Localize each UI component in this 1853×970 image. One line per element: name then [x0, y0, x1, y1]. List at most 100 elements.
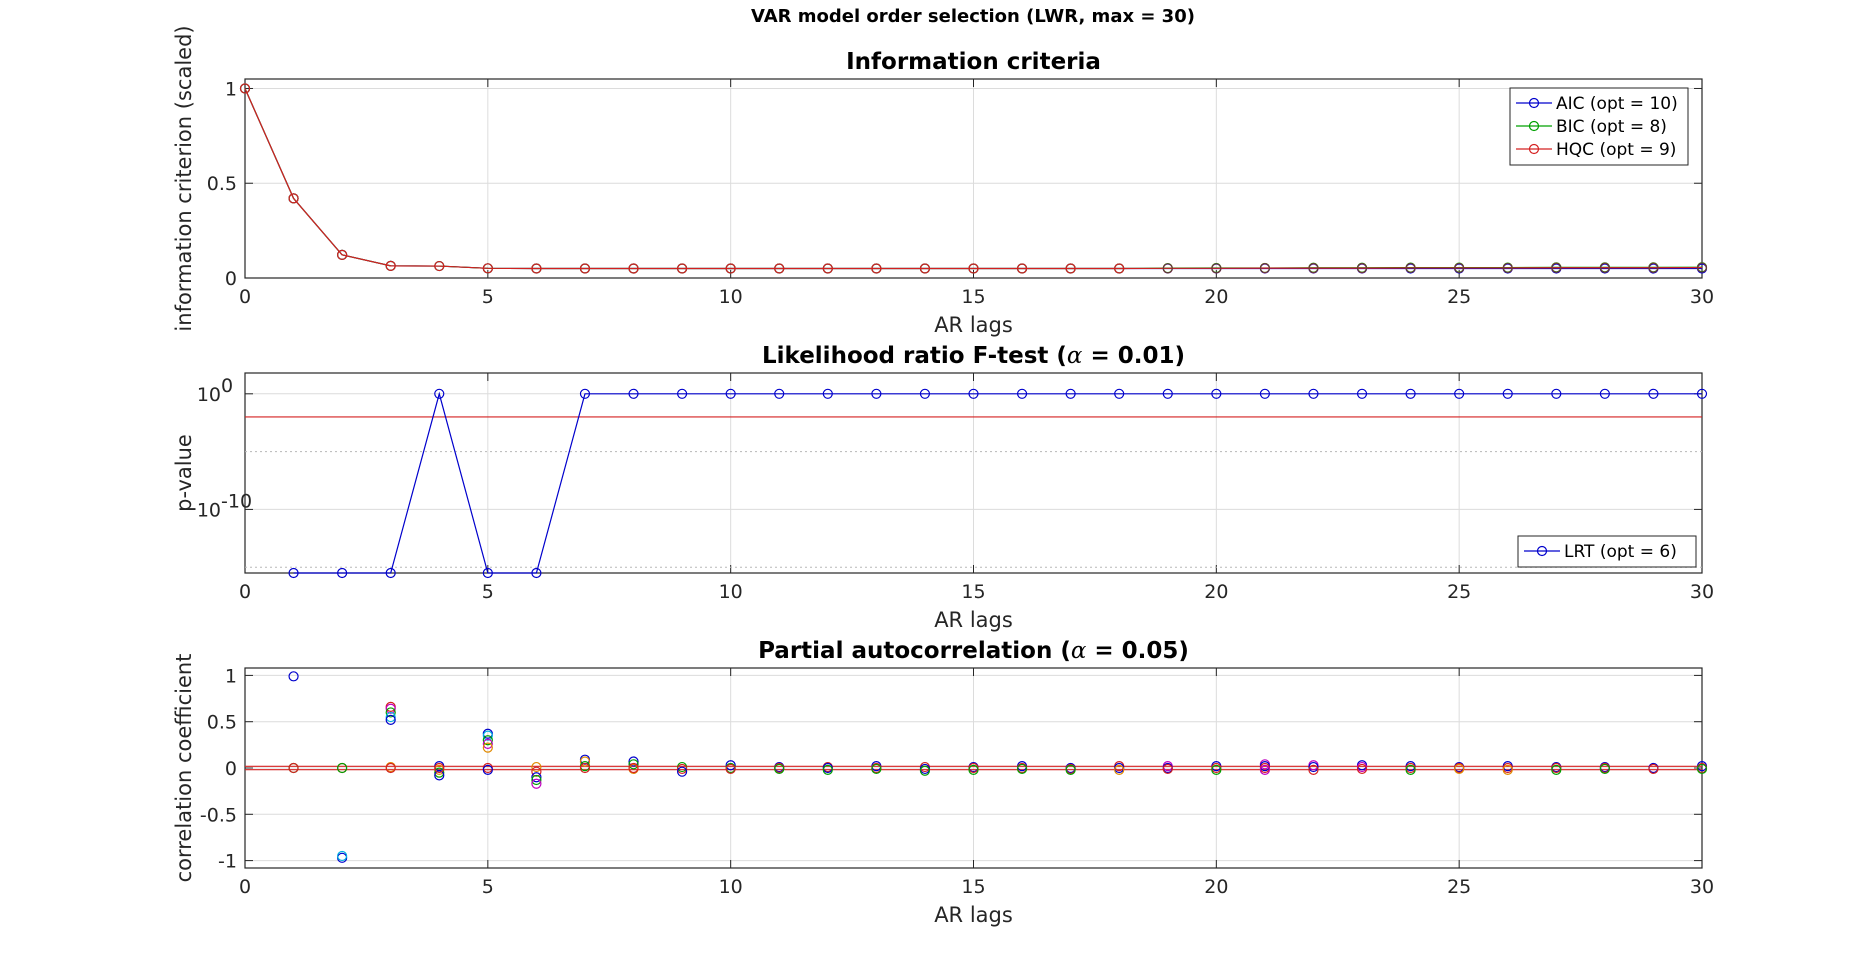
x-tick-label: 20 — [1204, 286, 1228, 308]
data-point — [482, 742, 493, 753]
data-point — [1211, 764, 1222, 775]
data-point — [1162, 763, 1173, 775]
legend-marker — [1528, 97, 1540, 109]
x-tick-label: 20 — [1204, 876, 1228, 898]
x-axis-label: AR lags — [934, 608, 1013, 632]
data-point — [676, 766, 688, 777]
axes-frame — [244, 667, 1703, 869]
data-point — [531, 263, 542, 274]
x-tick-label: 25 — [1447, 286, 1471, 308]
data-point — [531, 761, 542, 773]
data-point — [1259, 764, 1271, 775]
y-axis-label: p-value — [172, 434, 196, 512]
data-point — [676, 263, 688, 274]
data-point — [871, 388, 882, 399]
data-point — [434, 770, 445, 781]
data-point — [1162, 388, 1173, 399]
data-point — [774, 263, 785, 274]
x-tick-label: 0 — [239, 581, 251, 603]
data-point — [1502, 388, 1513, 399]
y-tick-label: 0 — [225, 758, 237, 780]
overlap-marker — [1211, 263, 1222, 274]
axes-frame — [244, 78, 1703, 279]
data-point — [1405, 764, 1416, 775]
overlap-marker — [1502, 263, 1513, 273]
data-point — [1599, 388, 1610, 399]
panel-title: Partial autocorrelation (α = 0.05) — [758, 638, 1189, 664]
overlap-marker — [1357, 263, 1367, 274]
data-point — [482, 730, 493, 741]
data-point — [1065, 764, 1076, 775]
x-tick-label: 0 — [239, 876, 251, 898]
x-tick-label: 10 — [719, 286, 743, 308]
data-point — [1502, 764, 1513, 775]
data-point — [676, 388, 688, 399]
data-point — [337, 850, 348, 862]
data-point — [725, 760, 736, 771]
data-point — [1551, 388, 1562, 399]
data-point — [337, 567, 348, 579]
x-axis-label: AR lags — [934, 903, 1013, 927]
data-point — [434, 767, 445, 778]
data-point — [579, 756, 591, 767]
x-tick-label: 30 — [1690, 876, 1714, 898]
data-point — [1065, 263, 1076, 274]
overlap-marker — [1162, 263, 1173, 274]
x-axis-label: AR lags — [934, 313, 1013, 337]
data-point — [531, 774, 542, 786]
overlap-marker — [1648, 262, 1659, 273]
axes-frame — [244, 372, 1703, 574]
data-point — [1696, 388, 1708, 399]
data-point — [1696, 763, 1708, 775]
likelihood-ratio-panel: Likelihood ratio F-test (α = 0.01) 0 5 10 15… — [172, 343, 1714, 632]
data-point — [1211, 388, 1222, 399]
title-prefix: Likelihood ratio F-test ( — [762, 343, 1067, 369]
data-point — [1551, 764, 1562, 775]
data-point — [774, 763, 785, 775]
legend-marker — [1528, 143, 1540, 155]
x-tick-label: 15 — [961, 286, 985, 308]
data-point — [385, 567, 396, 579]
data-point — [1454, 388, 1465, 399]
x-tick-label: 30 — [1690, 286, 1714, 308]
data-point — [288, 193, 299, 204]
x-tick-label: 20 — [1204, 581, 1228, 603]
data-point — [774, 388, 785, 399]
y-axis-label: information criterion (scaled) — [172, 25, 196, 331]
panel-title: Information criteria — [846, 49, 1101, 75]
data-point — [531, 778, 542, 789]
data-point — [822, 764, 833, 775]
title-alpha-symbol: α — [1071, 638, 1087, 664]
data-point — [1016, 388, 1028, 399]
data-point — [968, 764, 979, 775]
x-tick-label: 5 — [482, 876, 494, 898]
x-tick-label: 15 — [961, 876, 985, 898]
data-point — [725, 263, 736, 274]
data-point — [1356, 388, 1368, 399]
data-point — [579, 762, 591, 774]
y-tick-label: 0 — [225, 268, 237, 290]
title-alpha-symbol: α — [1067, 343, 1083, 369]
data-point — [482, 764, 493, 775]
x-tick-label: 30 — [1690, 581, 1714, 603]
data-point — [1308, 388, 1319, 399]
data-point — [385, 714, 396, 725]
y-tick-label: 1 — [225, 665, 237, 687]
overlap-marker — [1599, 262, 1610, 273]
data-point — [919, 765, 931, 776]
y-axis-label: correlation coefficient — [172, 654, 196, 883]
data-point — [1114, 388, 1125, 399]
data-point — [968, 263, 979, 274]
legend-label: AIC (opt = 10) — [1556, 94, 1678, 114]
overlap-marker — [1405, 263, 1416, 273]
information-criteria-panel: Information criteria 0 5 10 15 20 25 30 0 0.5 1 AR … — [172, 25, 1714, 337]
data-point — [1599, 763, 1610, 775]
x-tick-label: 10 — [719, 581, 743, 603]
series-line — [244, 88, 1703, 270]
y-tick-label: 0.5 — [207, 173, 237, 195]
y-tick-exponent: 0 — [221, 375, 233, 397]
data-point — [385, 703, 396, 714]
legend-marker — [1528, 120, 1540, 132]
data-point — [482, 738, 493, 750]
